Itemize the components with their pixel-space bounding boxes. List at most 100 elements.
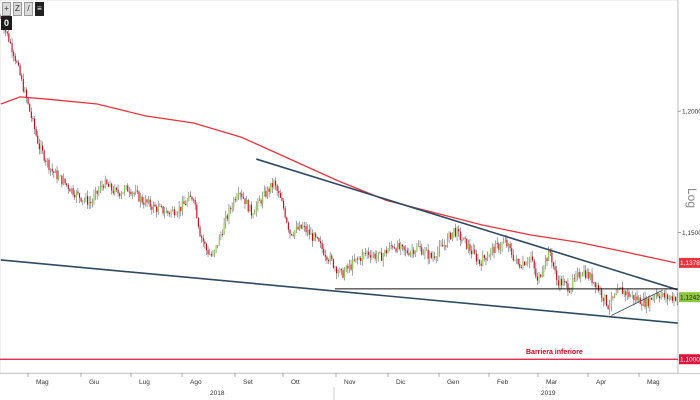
candle-body <box>337 271 339 274</box>
candle-body <box>615 293 617 295</box>
candle-body <box>299 224 301 230</box>
candle-body <box>250 204 253 216</box>
candle-body <box>381 252 383 261</box>
candle-body <box>302 226 304 229</box>
candle-body <box>175 214 177 216</box>
candle-body <box>331 255 333 260</box>
candle-body <box>389 245 391 250</box>
candle-body <box>666 294 669 299</box>
candle-body <box>501 242 503 248</box>
candle-body <box>376 256 378 259</box>
candle-body <box>318 237 320 242</box>
moving-average-line <box>0 96 676 264</box>
pencil-icon[interactable]: / <box>24 2 33 16</box>
candle-body <box>236 196 238 201</box>
gear-icon[interactable]: ≡ <box>35 2 44 16</box>
month-label: Mag <box>36 379 49 386</box>
candle-body <box>625 291 627 296</box>
candle-body <box>56 170 58 180</box>
month-label: Mag <box>647 379 660 386</box>
candle-body <box>507 243 510 247</box>
crosshair-icon[interactable]: + <box>2 2 11 16</box>
plot-area[interactable] <box>0 0 679 374</box>
candle-body <box>589 273 592 279</box>
candle-body <box>313 233 315 241</box>
candle-body <box>5 30 7 32</box>
candle-body <box>406 250 408 254</box>
candle-body <box>395 248 397 252</box>
candle-body <box>270 183 272 192</box>
candle-body <box>70 188 73 192</box>
candle-body <box>77 191 79 194</box>
candle-body <box>127 185 129 192</box>
candle-body <box>644 297 646 308</box>
candle-body <box>128 191 130 193</box>
candle-body <box>197 218 199 227</box>
candle-body <box>164 212 166 214</box>
candle-body <box>663 292 665 298</box>
candle-body <box>117 189 119 194</box>
candle-body <box>196 204 198 219</box>
candle-body <box>528 258 530 263</box>
candle-body <box>612 296 614 298</box>
candle-body <box>400 244 402 249</box>
candle-body <box>641 304 643 306</box>
candle-body <box>82 200 84 202</box>
candle-body <box>355 258 357 261</box>
candle-body <box>167 210 169 214</box>
candle-body <box>284 208 286 218</box>
candle-body <box>88 201 90 205</box>
candle-body <box>437 251 439 258</box>
candle-body <box>170 210 172 214</box>
candle-body <box>61 175 63 185</box>
candle-body <box>323 248 325 255</box>
candle-body <box>101 185 103 187</box>
candle-body <box>366 251 368 254</box>
candle-body <box>448 232 450 238</box>
candle-body <box>472 249 474 254</box>
candle-body <box>358 257 360 260</box>
candle-body <box>326 256 328 261</box>
candle-body <box>13 52 15 56</box>
candle-body <box>453 228 455 233</box>
candle-body <box>241 193 243 197</box>
candle-body <box>626 291 628 296</box>
candle-body <box>515 258 518 260</box>
candle-body <box>25 89 28 99</box>
candle-body <box>35 129 37 136</box>
candle-body <box>228 208 230 219</box>
candle-body <box>662 292 664 296</box>
zoom-icon[interactable]: Z <box>13 2 22 16</box>
candle-body <box>432 256 434 258</box>
candle-body <box>72 188 74 195</box>
candle-body <box>480 263 482 266</box>
candle-body <box>221 234 224 235</box>
candle-body <box>649 297 651 307</box>
candle-body <box>6 31 8 34</box>
candle-body <box>189 195 191 197</box>
candle-body <box>390 245 392 247</box>
candle-body <box>642 297 645 306</box>
candle-body <box>107 184 110 187</box>
candle-body <box>254 212 256 215</box>
candle-body <box>247 199 249 212</box>
candle-body <box>578 272 580 278</box>
candle-body <box>0 17 2 19</box>
candle-body <box>543 266 545 272</box>
candle-body <box>496 243 498 245</box>
candle-body <box>123 187 126 193</box>
candle-body <box>464 237 466 239</box>
lower-trendline <box>0 259 679 324</box>
chart-toolbar: + Z / ≡ <box>0 0 46 22</box>
candle-body <box>95 190 97 196</box>
candle-body <box>159 206 161 207</box>
candle-body <box>258 199 261 201</box>
candle-body <box>199 226 201 237</box>
candle-body <box>27 98 29 104</box>
counter-badge[interactable]: 0 <box>1 16 12 30</box>
candle-body <box>585 270 587 278</box>
candle-body <box>499 247 502 250</box>
month-label: Set <box>243 379 253 386</box>
candle-body <box>588 271 590 279</box>
